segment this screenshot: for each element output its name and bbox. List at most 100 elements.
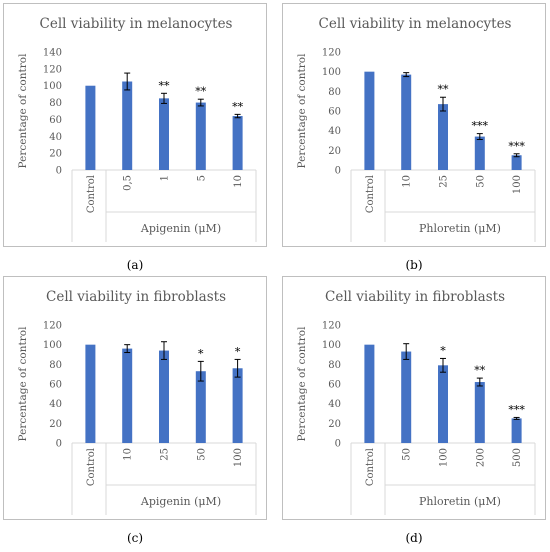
y-tick-label: 60 [328, 380, 341, 391]
significance-label: *** [508, 403, 525, 416]
bar [364, 72, 374, 170]
x-group-label: Phloretin (μM) [419, 222, 501, 235]
x-category-label: Control [86, 448, 97, 486]
y-tick-label: 60 [49, 115, 62, 126]
y-tick-label: 80 [49, 360, 62, 371]
significance-label: ** [195, 85, 207, 98]
chart-title: Cell viability in fibroblasts [46, 289, 226, 305]
bar [438, 104, 448, 170]
y-tick-label: 0 [56, 439, 62, 450]
x-category-label: 100 [439, 448, 450, 467]
y-tick-label: 120 [322, 321, 341, 332]
y-tick-label: 140 [43, 48, 62, 59]
x-category-label: Control [86, 175, 97, 213]
chart-svg-a: Cell viability in melanocytes Percentage … [4, 4, 268, 248]
bar [512, 155, 522, 170]
x-category-label: 100 [512, 175, 523, 194]
y-tick-label: 80 [328, 87, 341, 98]
bar [85, 345, 95, 443]
y-axis-label: Percentage of control [17, 326, 29, 442]
y-tick-label: 100 [43, 81, 62, 92]
bar [401, 352, 411, 443]
x-category-label: 50 [196, 448, 207, 461]
x-category-label: 10 [233, 175, 244, 188]
y-tick-label: 60 [328, 107, 341, 118]
x-category-label: 100 [233, 448, 244, 467]
x-group-label: Apigenin (μM) [140, 222, 221, 235]
caption-d: (d) [394, 531, 434, 545]
significance-label: * [235, 345, 241, 358]
significance-label: ** [438, 83, 450, 96]
x-category-label: 25 [160, 448, 171, 461]
bar [475, 137, 485, 170]
bar [196, 103, 206, 170]
y-tick-label: 120 [43, 321, 62, 332]
bar [85, 86, 95, 170]
x-category-label: 50 [475, 175, 486, 188]
x-group-label: Phloretin (μM) [419, 495, 501, 508]
y-tick-label: 40 [328, 126, 341, 137]
caption-b: (b) [394, 258, 434, 272]
x-category-label: 25 [439, 175, 450, 188]
chart-panel-b: Cell viability in melanocytes Percentage … [282, 3, 546, 247]
chart-panel-c: Cell viability in fibroblasts Percentage … [3, 276, 267, 520]
chart-title: Cell viability in fibroblasts [325, 289, 505, 305]
significance-label: *** [472, 120, 489, 133]
x-category-label: Control [365, 448, 376, 486]
y-axis-label: Percentage of control [296, 53, 308, 169]
y-tick-label: 60 [49, 380, 62, 391]
bar [159, 98, 169, 170]
x-category-label: 50 [402, 448, 413, 461]
bar [401, 75, 411, 170]
y-tick-label: 80 [328, 360, 341, 371]
y-tick-label: 40 [328, 399, 341, 410]
y-tick-label: 20 [49, 149, 62, 160]
bar [512, 418, 522, 443]
y-tick-label: 80 [49, 98, 62, 109]
x-category-label: 10 [123, 448, 134, 461]
chart-svg-d: Cell viability in fibroblasts Percentage … [283, 277, 547, 521]
y-tick-label: 40 [49, 132, 62, 143]
significance-label: * [198, 347, 204, 360]
y-tick-label: 20 [328, 146, 341, 157]
y-tick-label: 120 [322, 48, 341, 59]
chart-title: Cell viability in melanocytes [40, 16, 233, 32]
significance-label: ** [474, 364, 486, 377]
significance-label: *** [508, 140, 525, 153]
x-category-label: 5 [196, 175, 207, 181]
y-tick-label: 100 [43, 340, 62, 351]
chart-svg-b: Cell viability in melanocytes Percentage … [283, 4, 547, 248]
bar [233, 116, 243, 170]
significance-label: * [440, 344, 446, 357]
y-tick-label: 0 [56, 166, 62, 177]
bar [196, 371, 206, 443]
significance-label: ** [232, 100, 244, 113]
significance-label: ** [159, 79, 171, 92]
y-tick-label: 40 [49, 399, 62, 410]
y-tick-label: 20 [49, 419, 62, 430]
chart-panel-d: Cell viability in fibroblasts Percentage … [282, 276, 546, 520]
x-category-label: 1 [160, 175, 171, 181]
bar [475, 382, 485, 443]
bar [122, 349, 132, 443]
chart-title: Cell viability in melanocytes [319, 16, 512, 32]
bar [122, 82, 132, 171]
y-tick-label: 100 [322, 67, 341, 78]
x-category-label: 0,5 [123, 175, 134, 191]
y-axis-label: Percentage of control [296, 326, 308, 442]
x-group-label: Apigenin (μM) [140, 495, 221, 508]
y-tick-label: 0 [335, 439, 341, 450]
x-category-label: Control [365, 175, 376, 213]
y-tick-label: 0 [335, 166, 341, 177]
bar [159, 351, 169, 443]
chart-svg-c: Cell viability in fibroblasts Percentage … [4, 277, 268, 521]
y-axis-label: Percentage of control [17, 53, 29, 169]
x-category-label: 10 [402, 175, 413, 188]
chart-panel-a: Cell viability in melanocytes Percentage … [3, 3, 267, 247]
bar [438, 365, 448, 443]
x-category-label: 500 [512, 448, 523, 467]
bar [364, 345, 374, 443]
caption-c: (c) [115, 531, 155, 545]
caption-a: (a) [115, 258, 155, 272]
y-tick-label: 100 [322, 340, 341, 351]
